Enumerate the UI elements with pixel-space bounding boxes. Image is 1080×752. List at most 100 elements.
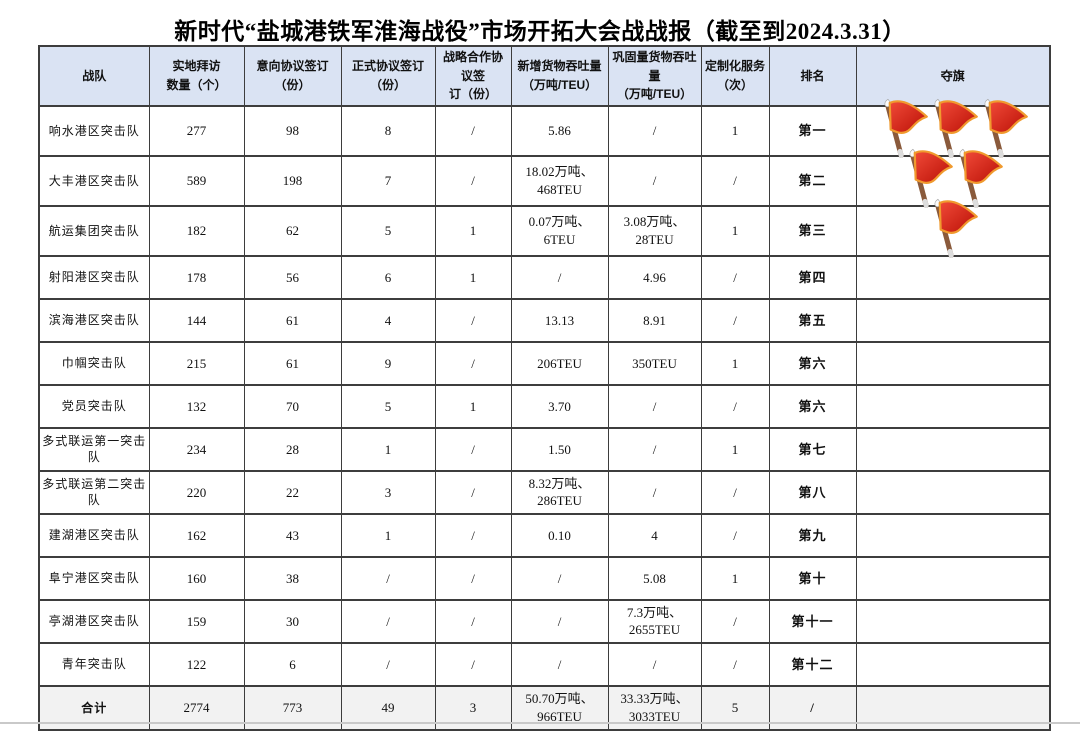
- table-row: 航运集团突击队 182 62 5 1 0.07万吨、 6TEU 3.08万吨、 28TEU 1…: [38, 204, 1051, 257]
- value-cell: 122: [148, 641, 245, 687]
- value-cell: 160: [148, 555, 245, 601]
- team-name-cell: 青年突击队: [38, 641, 150, 687]
- value-cell: 3.08万吨、 28TEU: [607, 204, 702, 257]
- team-name-cell: 大丰港区突击队: [38, 154, 150, 207]
- value-cell: /: [700, 641, 770, 687]
- rank-cell: 第四: [768, 254, 857, 300]
- value-cell: 70: [243, 383, 342, 429]
- table-row: 响水港区突击队 277 98 8/5.86/1 第一: [38, 104, 1051, 157]
- value-cell: 22: [243, 469, 342, 515]
- value-cell: /: [434, 469, 512, 515]
- value-cell: /: [434, 340, 512, 386]
- flags-cell: [855, 641, 1051, 687]
- flags-cell: [855, 512, 1051, 558]
- rank-cell: 第五: [768, 297, 857, 343]
- rank-cell: 第十二: [768, 641, 857, 687]
- team-name-cell: 航运集团突击队: [38, 204, 150, 257]
- col-header-visits: 实地拜访 数量（个）: [148, 45, 245, 107]
- rank-cell: 第一: [768, 104, 857, 157]
- value-cell: 1.50: [510, 426, 609, 472]
- rank-cell: 第九: [768, 512, 857, 558]
- value-cell: /: [340, 641, 436, 687]
- table-row: 滨海港区突击队 144 61 4/13.13 8.91/第五: [38, 297, 1051, 343]
- table-row: 多式联运第二突击队 220 22 3/8.32万吨、 286TEU / / 第八: [38, 469, 1051, 515]
- table-row: 建湖港区突击队 162 43 1/0.10 4/第九: [38, 512, 1051, 558]
- value-cell: /: [607, 383, 702, 429]
- value-cell: 1: [340, 426, 436, 472]
- page-title: 新时代“盐城港铁军淮海战役”市场开拓大会战战报（截至到2024.3.31）: [174, 19, 906, 44]
- flags-cell: [855, 297, 1051, 343]
- header-row: 战队 实地拜访 数量（个） 意向协议签订 （份） 正式协议签订 （份） 战略合作…: [38, 45, 1051, 107]
- col-header-flags: 夺旗: [855, 45, 1051, 107]
- rank-cell: 第八: [768, 469, 857, 515]
- col-header-intent: 意向协议签订 （份）: [243, 45, 342, 107]
- flags-cell: [855, 383, 1051, 429]
- rank-cell: 第十: [768, 555, 857, 601]
- value-cell: 18.02万吨、 468TEU: [510, 154, 609, 207]
- table-row: 大丰港区突击队 589 198 7/18.02万吨、 468TEU / / 第二: [38, 154, 1051, 207]
- value-cell: 162: [148, 512, 245, 558]
- value-cell: /: [434, 154, 512, 207]
- value-cell: 5.86: [510, 104, 609, 157]
- table-row: 阜宁港区突击队 160 38///5.08 1 第十: [38, 555, 1051, 601]
- value-cell: 4: [340, 297, 436, 343]
- team-name-cell: 多式联运第一突击队: [38, 426, 150, 472]
- col-header-custom-service: 定制化服务 （次）: [700, 45, 770, 107]
- value-cell: 132: [148, 383, 245, 429]
- team-name-cell: 滨海港区突击队: [38, 297, 150, 343]
- col-header-formal: 正式协议签订 （份）: [340, 45, 436, 107]
- table-row: 党员突击队 132 70 5 1 3.70// 第六: [38, 383, 1051, 429]
- value-cell: 98: [243, 104, 342, 157]
- value-cell: 6: [243, 641, 342, 687]
- value-cell: 38: [243, 555, 342, 601]
- value-cell: 7: [340, 154, 436, 207]
- flags-cell: [855, 106, 1051, 156]
- value-cell: 30: [243, 598, 342, 644]
- rank-cell: 第七: [768, 426, 857, 472]
- value-cell: /: [607, 104, 702, 157]
- value-cell: /: [700, 154, 770, 207]
- value-cell: 3.70: [510, 383, 609, 429]
- value-cell: 43: [243, 512, 342, 558]
- table-header: 战队 实地拜访 数量（个） 意向协议签订 （份） 正式协议签订 （份） 战略合作…: [38, 45, 1051, 107]
- value-cell: /: [434, 426, 512, 472]
- team-name-cell: 建湖港区突击队: [38, 512, 150, 558]
- value-cell: 5: [340, 204, 436, 257]
- value-cell: /: [700, 598, 770, 644]
- value-cell: 13.13: [510, 297, 609, 343]
- value-cell: 8.91: [607, 297, 702, 343]
- value-cell: /: [700, 297, 770, 343]
- value-cell: /: [434, 641, 512, 687]
- table-row: 多式联运第一突击队 234 28 1/1.50/1 第七: [38, 426, 1051, 472]
- col-header-strategic: 战略合作协议签 订（份）: [434, 45, 512, 107]
- rank-cell: 第三: [768, 204, 857, 257]
- value-cell: /: [434, 512, 512, 558]
- value-cell: 4.96: [607, 254, 702, 300]
- value-cell: 3: [340, 469, 436, 515]
- value-cell: /: [434, 598, 512, 644]
- team-name-cell: 射阳港区突击队: [38, 254, 150, 300]
- table-row: 青年突击队 122 6// / / / 第十二: [38, 641, 1051, 687]
- value-cell: 178: [148, 254, 245, 300]
- value-cell: 350TEU: [607, 340, 702, 386]
- value-cell: 1: [700, 204, 770, 257]
- flags-cell: [855, 469, 1051, 515]
- value-cell: 61: [243, 340, 342, 386]
- value-cell: /: [434, 297, 512, 343]
- team-name-cell: 多式联运第二突击队: [38, 469, 150, 515]
- value-cell: 61: [243, 297, 342, 343]
- value-cell: 1: [700, 340, 770, 386]
- value-cell: 4: [607, 512, 702, 558]
- value-cell: /: [607, 426, 702, 472]
- red-flag-icon: [924, 197, 982, 261]
- value-cell: 28: [243, 426, 342, 472]
- team-name-cell: 党员突击队: [38, 383, 150, 429]
- value-cell: 198: [243, 154, 342, 207]
- value-cell: 0.10: [510, 512, 609, 558]
- value-cell: /: [340, 598, 436, 644]
- value-cell: 5: [340, 383, 436, 429]
- col-header-new-throughput: 新增货物吞吐量 （万吨/TEU）: [510, 45, 609, 107]
- value-cell: 7.3万吨、 2655TEU: [607, 598, 702, 644]
- value-cell: /: [510, 598, 609, 644]
- value-cell: /: [607, 154, 702, 207]
